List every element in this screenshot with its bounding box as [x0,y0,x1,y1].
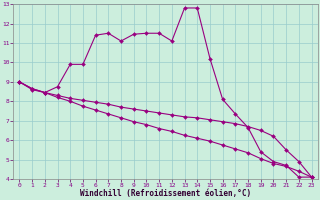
X-axis label: Windchill (Refroidissement éolien,°C): Windchill (Refroidissement éolien,°C) [80,189,251,198]
